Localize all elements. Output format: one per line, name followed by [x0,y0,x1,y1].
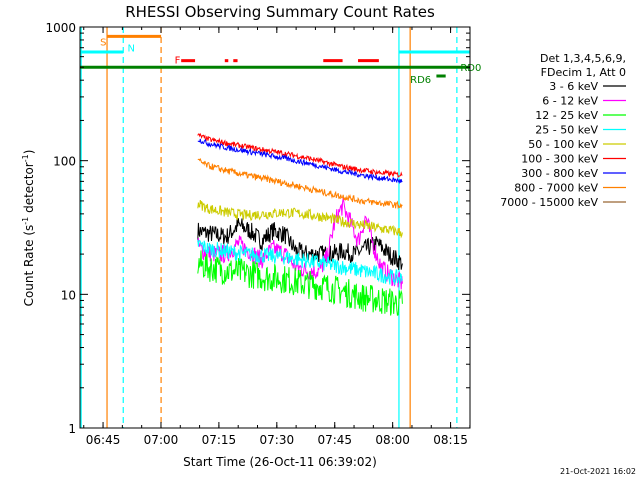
legend-label: 300 - 800 keV [521,167,598,180]
plot-area: S N F RD0 RD6 [80,27,481,428]
legend-label: 50 - 100 keV [528,138,598,151]
series-25-50-kev [197,239,403,285]
series-50-100-kev [197,200,403,239]
x-axis: 06:45 07:00 07:15 07:30 07:45 08:00 08:15 [83,27,471,447]
x-tick-label: 07:15 [202,433,237,447]
chart-title: RHESSI Observing Summary Count Rates [125,3,435,21]
annotation-s: S [100,37,106,48]
annotation-rd6: RD6 [410,75,431,86]
x-tick-label: 07:00 [144,433,179,447]
y-axis-label: Count Rate (s-1 detector-1) [21,150,36,307]
legend-header-line-1: Det 1,3,4,5,6,9, [540,52,626,65]
series-800-7000-kev [197,157,403,210]
legend-label: 3 - 6 keV [549,80,598,93]
x-tick-label: 08:00 [375,433,410,447]
y-tick-label: 1000 [45,21,76,35]
legend-label: 7000 - 15000 keV [500,196,598,209]
x-tick-label: 06:45 [86,433,121,447]
legend-label: 800 - 7000 keV [514,182,598,195]
legend-label: 12 - 25 keV [535,109,598,122]
legend: Det 1,3,4,5,6,9, FDecim 1, Att 0 3 - 6 k… [500,52,626,209]
legend-label: 100 - 300 keV [521,153,598,166]
x-tick-label: 07:30 [260,433,295,447]
annotation-rd0: RD0 [460,63,481,74]
y-axis: 1 10 100 1000 [45,21,470,436]
series-3-6-kev [197,218,403,271]
x-tick-label: 07:45 [317,433,352,447]
y-tick-label: 1 [68,422,76,436]
y-tick-label: 10 [61,288,76,302]
y-tick-label: 100 [53,155,76,169]
series-12-25-kev [197,250,403,316]
legend-label: 6 - 12 keV [542,95,598,108]
series-100-300-kev [197,132,403,179]
legend-label: 25 - 50 keV [535,124,598,137]
legend-header-line-2: FDecim 1, Att 0 [541,66,626,79]
x-tick-label: 08:15 [433,433,468,447]
annotation-n: N [127,44,134,55]
generation-timestamp: 21-Oct-2021 16:02 [560,467,636,476]
plot-frame [79,26,471,429]
annotation-f: F [175,56,181,67]
x-axis-label: Start Time (26-Oct-11 06:39:02) [183,455,377,469]
series-300-800-kev [197,138,403,184]
